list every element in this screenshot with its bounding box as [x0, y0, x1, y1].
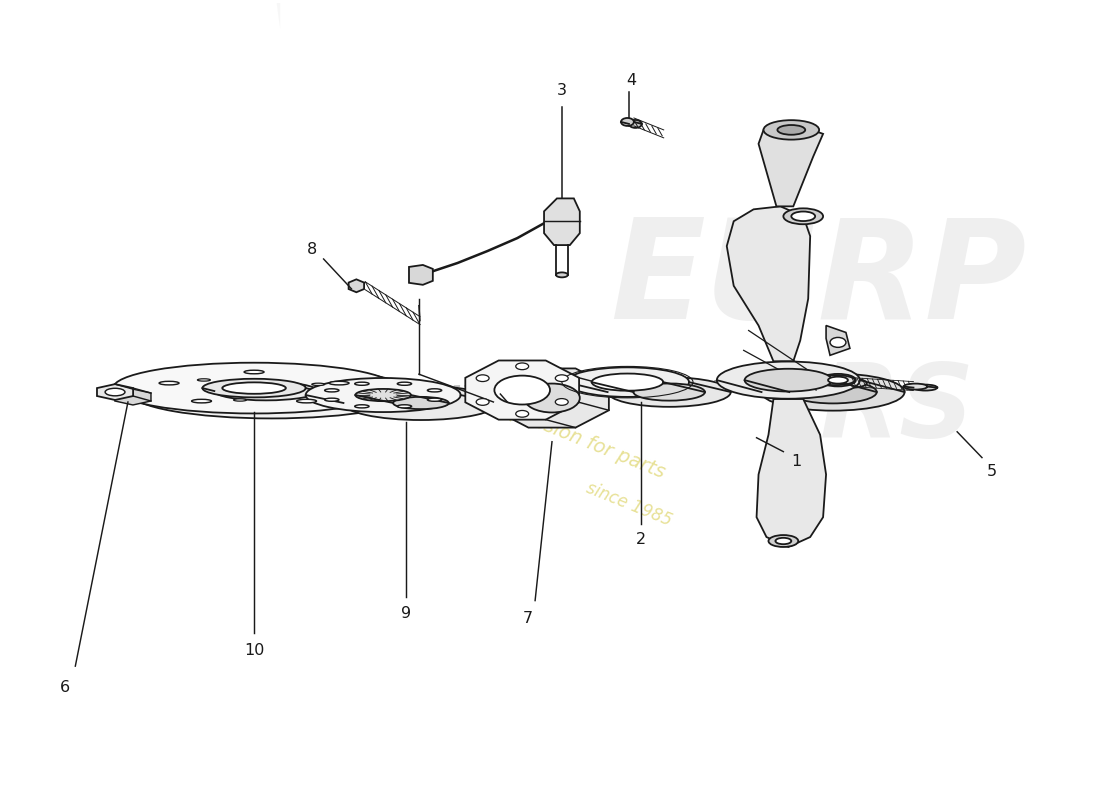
Ellipse shape	[913, 385, 937, 390]
Ellipse shape	[311, 383, 324, 386]
Ellipse shape	[634, 383, 705, 401]
Ellipse shape	[621, 118, 634, 126]
Polygon shape	[544, 198, 580, 245]
Ellipse shape	[769, 535, 799, 547]
Text: 1: 1	[791, 454, 802, 469]
Ellipse shape	[324, 398, 339, 402]
Ellipse shape	[397, 382, 411, 386]
Text: 6: 6	[60, 681, 70, 695]
Text: 9: 9	[400, 606, 411, 621]
Ellipse shape	[776, 538, 791, 544]
Ellipse shape	[717, 362, 860, 398]
Ellipse shape	[324, 389, 339, 392]
Ellipse shape	[222, 382, 286, 394]
Ellipse shape	[494, 376, 550, 405]
Ellipse shape	[565, 367, 689, 397]
Ellipse shape	[297, 399, 317, 403]
Polygon shape	[465, 361, 579, 420]
Ellipse shape	[903, 384, 927, 390]
Text: 4: 4	[626, 73, 637, 88]
Ellipse shape	[783, 208, 823, 224]
Ellipse shape	[827, 378, 867, 388]
Text: 7: 7	[524, 611, 534, 626]
Ellipse shape	[828, 377, 848, 384]
Polygon shape	[757, 399, 826, 547]
Text: 5: 5	[987, 464, 997, 479]
Ellipse shape	[244, 370, 264, 374]
Polygon shape	[114, 389, 151, 405]
Text: 10: 10	[244, 642, 264, 658]
Ellipse shape	[355, 389, 411, 401]
Ellipse shape	[830, 338, 846, 347]
Polygon shape	[349, 279, 364, 292]
Ellipse shape	[791, 211, 815, 221]
Ellipse shape	[778, 125, 805, 134]
Ellipse shape	[763, 120, 820, 140]
Polygon shape	[759, 124, 823, 206]
Ellipse shape	[821, 374, 856, 386]
Ellipse shape	[761, 374, 904, 410]
Text: 2: 2	[636, 531, 647, 546]
Ellipse shape	[214, 382, 318, 400]
Ellipse shape	[629, 120, 642, 128]
Ellipse shape	[306, 378, 461, 412]
Ellipse shape	[607, 378, 730, 407]
Ellipse shape	[354, 405, 368, 408]
Ellipse shape	[131, 368, 412, 418]
Ellipse shape	[525, 383, 580, 413]
Text: 8: 8	[307, 242, 317, 257]
Ellipse shape	[428, 389, 442, 392]
Ellipse shape	[556, 272, 568, 278]
Polygon shape	[97, 384, 133, 400]
Ellipse shape	[329, 382, 349, 385]
Ellipse shape	[476, 375, 490, 382]
Ellipse shape	[476, 398, 490, 406]
Ellipse shape	[113, 362, 395, 414]
Ellipse shape	[516, 363, 529, 370]
Ellipse shape	[197, 378, 210, 381]
Polygon shape	[826, 326, 850, 355]
Ellipse shape	[592, 374, 663, 390]
Ellipse shape	[202, 378, 306, 398]
Text: RS: RS	[820, 359, 975, 461]
Ellipse shape	[393, 397, 449, 409]
Ellipse shape	[745, 369, 832, 391]
Ellipse shape	[556, 398, 569, 406]
Polygon shape	[272, 0, 905, 29]
Ellipse shape	[428, 398, 442, 402]
Ellipse shape	[354, 382, 368, 386]
Polygon shape	[727, 206, 811, 362]
Polygon shape	[495, 369, 609, 427]
Ellipse shape	[815, 375, 855, 385]
Ellipse shape	[516, 410, 529, 417]
Ellipse shape	[397, 405, 411, 408]
Ellipse shape	[556, 375, 569, 382]
Text: a passion for parts: a passion for parts	[492, 397, 668, 482]
Text: 3: 3	[557, 82, 566, 98]
Polygon shape	[409, 265, 432, 285]
Ellipse shape	[106, 388, 125, 396]
Ellipse shape	[160, 382, 179, 385]
Ellipse shape	[790, 381, 877, 403]
Ellipse shape	[191, 399, 211, 403]
Text: since 1985: since 1985	[584, 479, 675, 530]
Ellipse shape	[233, 399, 246, 401]
Text: EURP: EURP	[610, 214, 1026, 348]
Ellipse shape	[343, 386, 498, 420]
